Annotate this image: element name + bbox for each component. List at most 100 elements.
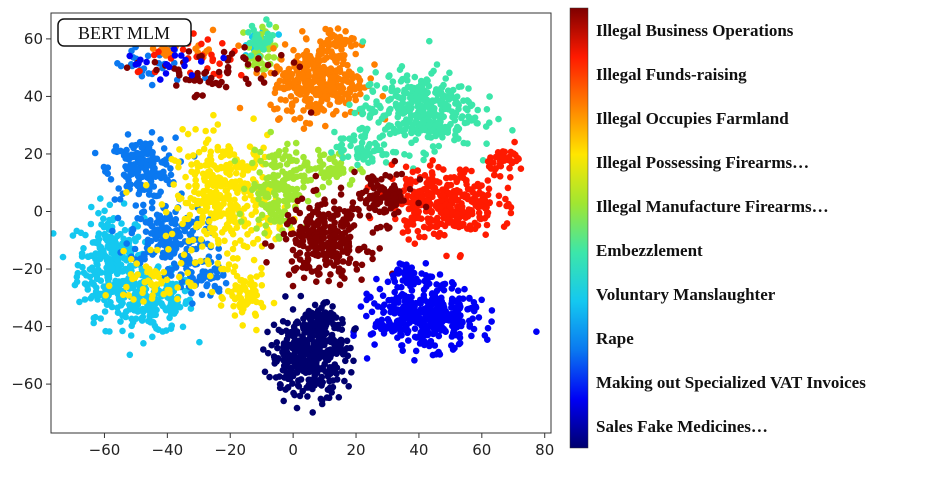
data-point [307,83,315,91]
data-point [137,159,145,166]
data-point [339,248,347,255]
data-point [348,70,355,77]
data-point [161,216,168,223]
data-point [132,61,140,68]
data-point [179,46,187,53]
data-point [326,364,334,371]
data-point [94,240,102,247]
data-point [330,241,338,248]
data-point [240,305,247,313]
data-point [247,52,255,59]
data-point [123,183,130,190]
data-point [464,97,471,104]
data-point [179,323,187,331]
data-point [123,240,130,247]
data-point [430,107,438,115]
data-point [340,135,347,142]
data-point [247,192,254,199]
data-point [396,260,404,267]
data-point [482,231,490,238]
data-point [88,203,95,211]
data-point [338,336,345,344]
data-point [222,279,230,287]
data-point [426,37,433,45]
data-point [214,146,221,154]
data-point [393,267,401,275]
data-point [369,255,376,263]
data-point [484,191,492,199]
data-point [351,326,358,333]
data-point [302,119,310,127]
data-point [465,85,472,92]
data-point [281,41,289,48]
data-point [381,206,388,213]
data-point [461,191,469,198]
data-point [296,63,304,71]
data-point [263,34,271,42]
data-point [271,158,278,165]
data-point [398,342,405,349]
data-point [376,285,384,293]
data-point [408,264,416,272]
data-point [458,114,465,122]
data-point [77,229,85,237]
data-point [405,337,412,344]
data-point [257,75,265,82]
data-point [468,198,476,205]
data-point [362,127,370,135]
data-point [309,409,317,416]
data-point [328,48,335,55]
data-point [257,190,264,197]
data-point [200,145,208,153]
data-point [373,190,381,197]
title-badge: BERT MLM [57,18,192,47]
data-point [220,210,227,217]
data-point [350,357,357,365]
data-point [251,180,258,188]
data-point [191,93,199,101]
data-point [357,90,364,98]
y-axis: 60 40 20 0 −20 −40 −60 [11,30,51,393]
data-point [341,377,348,385]
data-point [246,39,253,47]
data-point [142,140,149,147]
data-point [445,106,452,113]
data-point [215,253,223,261]
data-point [389,328,396,335]
data-point [391,310,398,317]
data-point [214,236,222,244]
data-point [354,161,361,169]
data-point [145,144,153,152]
data-point [257,148,264,156]
data-point [415,199,422,207]
data-point [379,151,386,159]
data-point [97,277,105,285]
data-point [340,146,347,154]
data-point [101,207,108,215]
data-point [310,220,318,227]
data-point [131,245,139,253]
data-point [214,260,222,267]
data-point [121,226,129,234]
data-point [293,404,301,412]
data-point [96,250,103,258]
data-point [221,237,228,245]
data-point [207,242,215,249]
data-point [153,281,160,288]
data-point [122,155,129,162]
data-point [457,312,464,319]
data-point [451,344,458,352]
data-point [318,105,326,113]
data-point [460,139,468,147]
data-point [372,69,380,76]
data-point [178,278,186,286]
data-point [456,253,464,261]
data-point [266,373,273,381]
data-point [207,156,215,164]
data-point [465,113,472,120]
data-point [506,164,513,172]
data-point [318,365,325,372]
data-point [303,218,310,226]
data-point [363,152,371,159]
data-point [307,176,315,184]
